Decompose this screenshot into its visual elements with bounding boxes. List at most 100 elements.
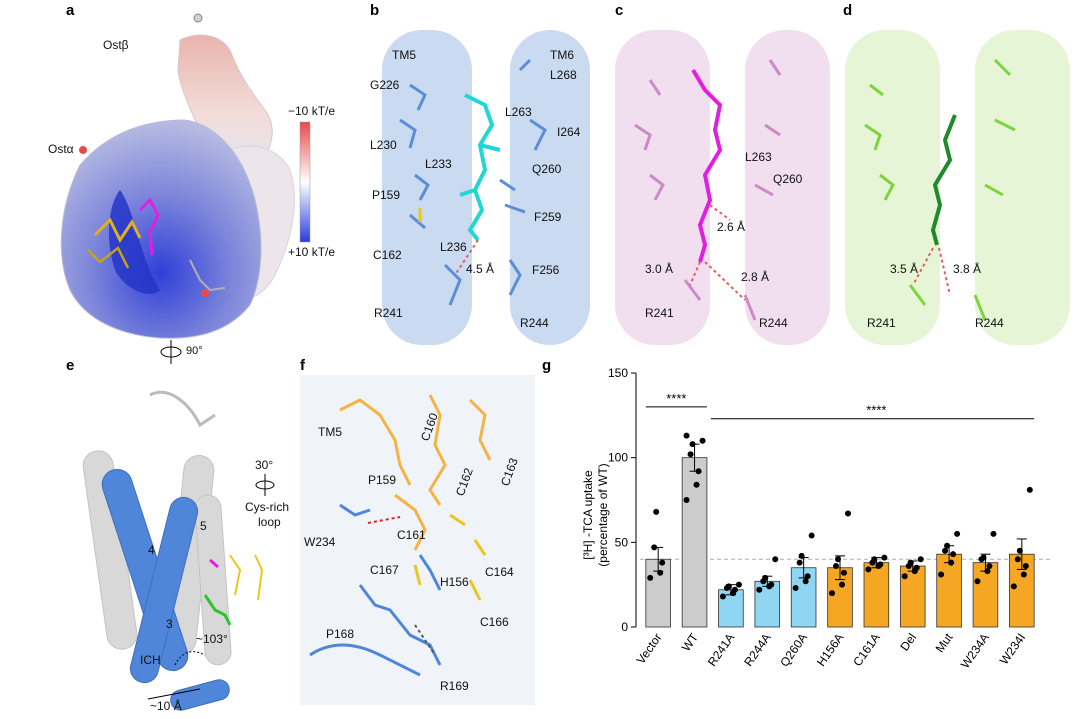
data-point [917, 556, 924, 563]
x-tick-label: C161A [850, 631, 883, 669]
data-point [689, 441, 696, 448]
cys-rich-loop [300, 375, 535, 705]
uptake-bar-chart: [³H] -TCA uptake (percentage of WT) ****… [581, 366, 1050, 671]
x-tick-label: Q260A [777, 631, 810, 670]
panel-f: f TM5 C160 P159 C162 C163 W234 C161 C167… [300, 355, 540, 719]
label-dist-28: 2.8 Å [741, 270, 770, 284]
data-point [877, 561, 884, 568]
label-c161: C161 [397, 528, 426, 542]
x-tick-label: Mut [933, 630, 956, 655]
label-tm5-f: TM5 [318, 425, 342, 439]
label-c164: C164 [485, 565, 514, 579]
data-point [1022, 563, 1029, 570]
bar [863, 562, 890, 628]
panel-letter-d: d [843, 2, 853, 19]
data-point [990, 530, 997, 537]
data-point [792, 585, 799, 592]
x-tick-label: W234I [997, 631, 1028, 667]
data-point [954, 530, 961, 537]
angle-label: ~103° [196, 632, 228, 646]
panel-d: d 3.5 Å 3.8 Å R241 R244 [835, 0, 1080, 345]
label-f256: F256 [532, 263, 560, 277]
data-point [984, 568, 991, 575]
ich-label: ICH [140, 653, 161, 667]
data-point [913, 564, 920, 571]
label-f259: F259 [534, 210, 562, 224]
rotation-30: 30° [255, 458, 274, 472]
label-c166: C166 [480, 615, 509, 629]
label-l263-c: L263 [745, 150, 772, 164]
data-point [980, 554, 987, 561]
data-point [808, 532, 815, 539]
label-l230: L230 [370, 138, 397, 152]
x-tick-label: Del [897, 631, 919, 654]
data-point [647, 574, 654, 581]
y-tick-label: 0 [621, 620, 628, 634]
label-q260: Q260 [532, 162, 562, 176]
label-r244-c: R244 [759, 316, 788, 330]
significance-wt-vector: **** [666, 391, 686, 406]
label-w234: W234 [304, 535, 336, 549]
x-tick-label: R241A [705, 631, 738, 669]
scale-bottom-label: +10 kT/e [288, 245, 336, 259]
electrostatic-surface [60, 13, 311, 364]
binding-site-c [615, 30, 830, 345]
data-point [871, 556, 878, 563]
data-point [1014, 556, 1021, 563]
label-tm5: TM5 [392, 48, 416, 62]
loop-label-1: Cys-rich [245, 500, 289, 514]
panel-g: g [³H] -TCA uptake (percentage of WT) **… [540, 355, 1080, 719]
panel-letter-c: c [615, 2, 624, 19]
data-point [659, 559, 666, 566]
data-point [719, 593, 726, 600]
data-point [772, 556, 779, 563]
x-tick-label: WT [679, 630, 702, 654]
bar [936, 553, 962, 628]
data-point [699, 437, 706, 444]
label-c162: C162 [373, 248, 402, 262]
panel-a: a [0, 0, 370, 365]
data-point [804, 573, 811, 580]
data-point [796, 559, 803, 566]
data-point [835, 556, 841, 563]
data-point [1026, 486, 1033, 493]
cartoon-model [82, 390, 275, 711]
data-point [768, 581, 775, 588]
helix-3-label: 3 [166, 617, 173, 631]
data-point [1016, 547, 1023, 554]
panel-letter-g: g [542, 357, 552, 374]
label-r244: R244 [520, 316, 549, 330]
bar [681, 457, 708, 628]
data-point [938, 571, 945, 578]
x-tick-label: R244A [741, 631, 774, 669]
data-point [948, 559, 955, 566]
data-point [653, 508, 660, 515]
label-l268: L268 [550, 68, 577, 82]
panel-b: b TM5 TM6 G226 L268 L263 L230 I264 L233 … [370, 0, 605, 345]
x-tick-label: H156A [814, 631, 847, 669]
helix-4-label: 4 [148, 543, 155, 557]
label-dist-26: 2.6 Å [717, 220, 746, 234]
data-point [695, 468, 702, 475]
label-r241-d: R241 [867, 316, 896, 330]
data-point [829, 590, 835, 597]
panel-letter-b: b [370, 2, 380, 19]
data-point [657, 569, 664, 576]
label-distance-b: 4.5 Å [466, 262, 495, 276]
data-point [986, 563, 993, 570]
x-tick-label: Vector [634, 631, 665, 667]
helix-5-label: 5 [200, 519, 207, 533]
label-h156: H156 [440, 575, 469, 589]
data-point [865, 566, 872, 573]
panel-letter-f: f [300, 357, 305, 374]
label-r241: R241 [374, 306, 403, 320]
panel-letter-e: e [66, 357, 75, 374]
rotation-label: 90° [186, 345, 203, 357]
data-point [735, 581, 742, 588]
data-point [881, 554, 888, 561]
data-point [907, 559, 914, 566]
data-point [756, 586, 763, 593]
panel-letter-a: a [66, 2, 75, 19]
label-c167: C167 [370, 563, 399, 577]
label-l233: L233 [425, 157, 452, 171]
